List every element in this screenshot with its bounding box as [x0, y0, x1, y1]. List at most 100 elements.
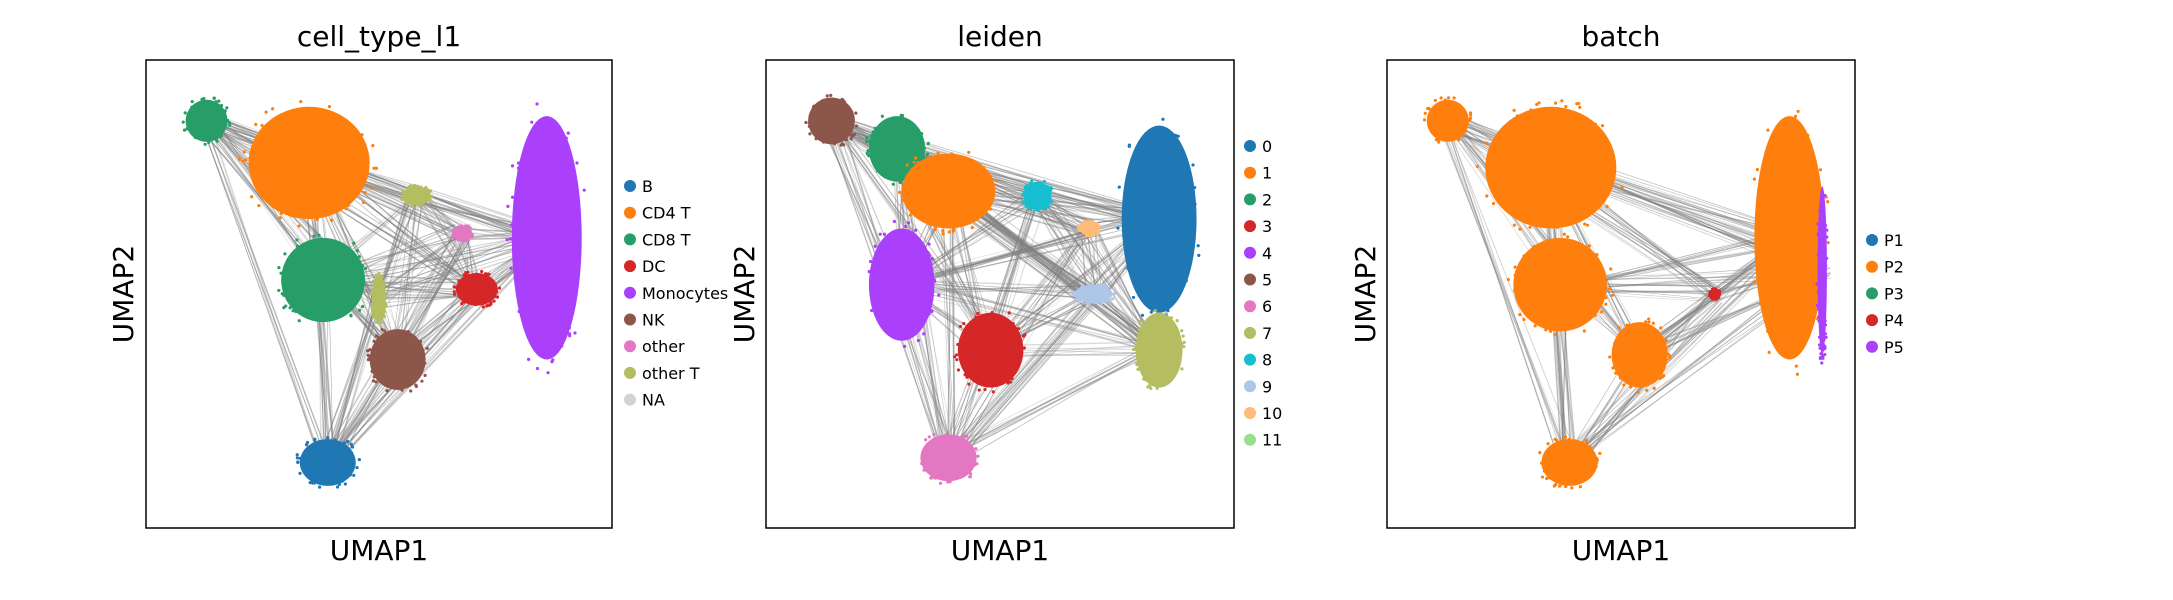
data-point	[848, 130, 852, 134]
data-point	[825, 94, 829, 98]
data-point	[1620, 376, 1625, 381]
legend-marker	[1866, 340, 1878, 353]
data-point	[1564, 104, 1568, 109]
data-point	[328, 440, 332, 444]
data-point	[811, 105, 816, 109]
data-point	[1817, 231, 1821, 235]
data-point	[1154, 316, 1158, 320]
data-point	[892, 219, 896, 224]
data-point	[357, 267, 361, 271]
data-point	[517, 169, 521, 174]
data-point	[1433, 98, 1437, 103]
data-point	[295, 456, 299, 460]
data-point	[1593, 313, 1597, 317]
data-point	[457, 282, 462, 287]
edge-line	[372, 234, 462, 294]
data-point	[1012, 372, 1016, 376]
data-point	[1151, 301, 1155, 305]
data-point	[344, 206, 348, 211]
data-point	[1758, 301, 1762, 305]
data-point	[1794, 364, 1798, 368]
data-point	[876, 250, 880, 254]
data-point	[1030, 179, 1034, 183]
data-point	[910, 167, 915, 171]
data-point	[955, 358, 959, 362]
data-point	[282, 293, 286, 297]
cluster-points	[400, 183, 434, 208]
data-point	[568, 334, 572, 338]
data-point	[225, 106, 229, 110]
legend-label: B	[642, 177, 653, 196]
data-point	[462, 273, 466, 277]
data-point	[497, 286, 502, 290]
data-point	[366, 156, 370, 160]
data-point	[977, 388, 981, 392]
data-point	[1079, 228, 1083, 232]
data-point	[1126, 266, 1130, 270]
data-point	[277, 288, 281, 293]
data-point	[254, 122, 258, 127]
data-point	[300, 456, 304, 460]
data-point	[241, 159, 245, 164]
data-point	[295, 244, 300, 248]
data-point	[1540, 475, 1545, 479]
data-point	[965, 434, 969, 438]
x-axis-label: UMAP1	[1572, 534, 1671, 567]
legend-label: 4	[1262, 244, 1272, 263]
data-point	[1767, 350, 1771, 354]
data-point	[1506, 277, 1510, 282]
data-point	[506, 204, 510, 208]
data-point	[458, 295, 462, 299]
data-point	[219, 103, 224, 108]
legend-label: 2	[1262, 190, 1272, 209]
edge-line	[945, 342, 1156, 450]
data-point	[426, 188, 430, 192]
data-point	[965, 375, 969, 379]
data-point	[1575, 102, 1579, 106]
data-point	[406, 329, 410, 334]
data-point	[419, 185, 423, 189]
plot-area	[804, 93, 1201, 485]
data-point	[1573, 439, 1577, 443]
data-point	[1567, 437, 1571, 442]
data-point	[1819, 352, 1823, 356]
edge-line	[376, 193, 421, 296]
legend-item: NA	[624, 391, 665, 410]
edge-line	[198, 116, 329, 464]
data-point	[1800, 138, 1804, 143]
data-point	[377, 340, 381, 344]
data-point	[456, 237, 460, 241]
data-point	[487, 272, 491, 276]
data-point	[978, 209, 982, 214]
data-point	[548, 123, 552, 128]
data-point	[927, 242, 931, 246]
data-point	[388, 383, 392, 387]
data-point	[822, 98, 827, 102]
data-point	[295, 238, 299, 242]
data-point	[1537, 101, 1541, 105]
data-point	[1542, 469, 1547, 473]
data-point	[423, 373, 427, 377]
data-point	[941, 229, 945, 233]
data-point	[378, 275, 382, 280]
data-point	[1645, 388, 1649, 392]
data-point	[1533, 324, 1537, 328]
edge-line	[1042, 198, 1157, 354]
data-point	[1078, 224, 1082, 228]
data-point	[1135, 363, 1139, 367]
data-point	[186, 119, 190, 123]
legend-item: 10	[1244, 404, 1282, 423]
data-point	[927, 253, 931, 257]
data-point	[1017, 327, 1021, 331]
data-point	[898, 180, 902, 184]
data-point	[1587, 244, 1591, 248]
data-point	[452, 290, 456, 294]
data-point	[1668, 354, 1672, 358]
legend-label: NA	[642, 391, 665, 410]
data-point	[489, 301, 493, 305]
data-point	[1562, 232, 1566, 236]
data-point	[1712, 287, 1716, 291]
data-point	[1582, 329, 1586, 333]
data-point	[1588, 444, 1592, 449]
legend-marker	[1866, 260, 1878, 273]
